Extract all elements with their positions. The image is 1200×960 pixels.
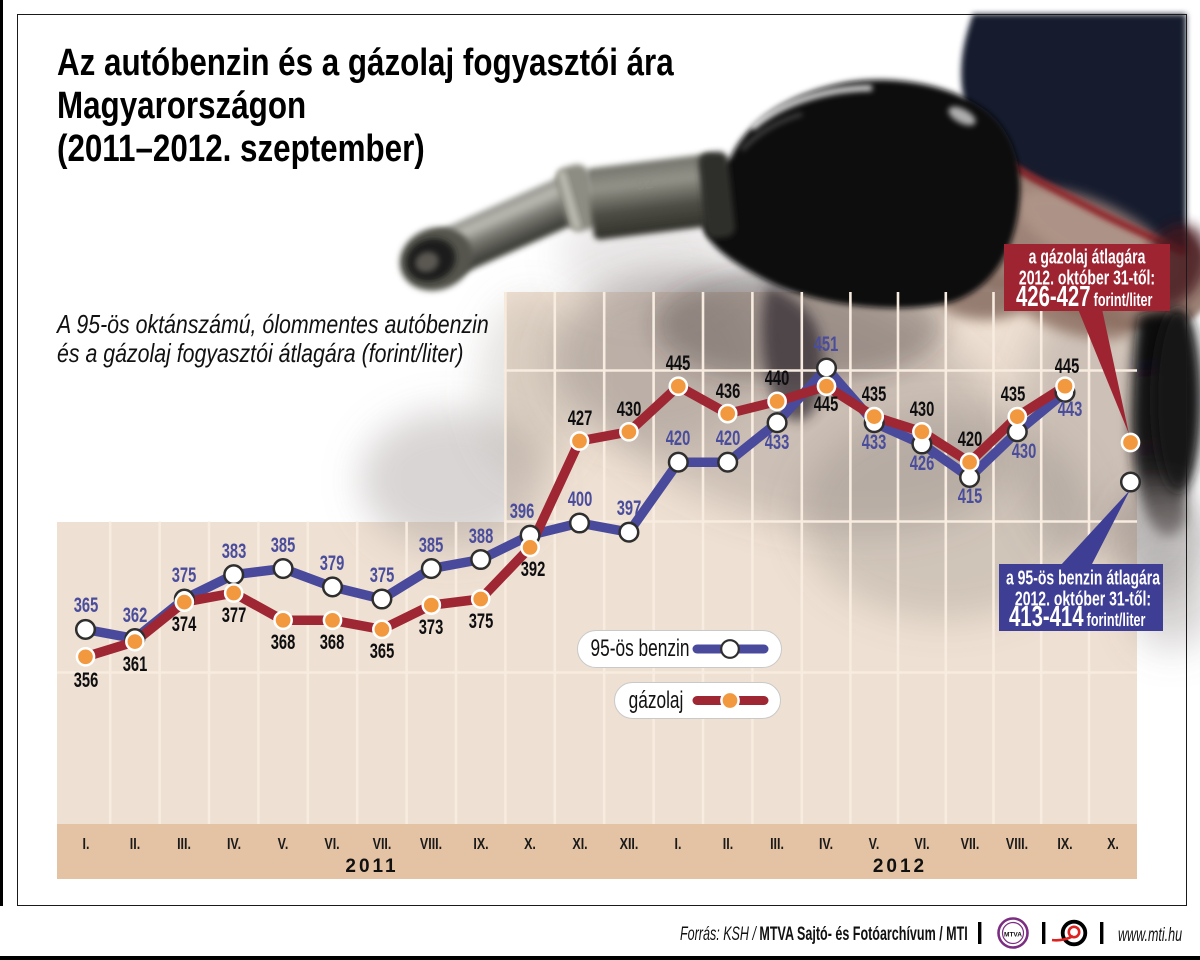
svg-text:92: 92	[635, 175, 654, 194]
svg-text:MTVA: MTVA	[1004, 932, 1022, 939]
